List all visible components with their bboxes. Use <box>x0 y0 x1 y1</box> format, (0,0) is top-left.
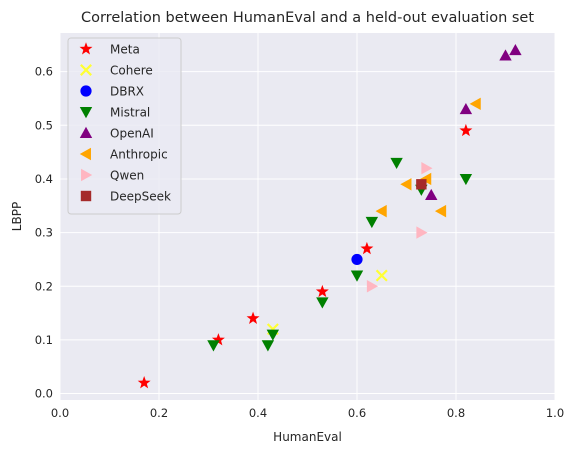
y-tick-label: 0.3 <box>35 226 53 240</box>
legend-label: Meta <box>110 43 140 57</box>
legend-marker <box>79 147 91 161</box>
x-tick-label: 0.4 <box>249 406 267 420</box>
legend-item: Meta <box>79 42 140 57</box>
data-point <box>459 102 473 115</box>
data-point <box>315 284 329 298</box>
y-tick-label: 0.6 <box>35 65 53 79</box>
data-point <box>365 216 379 229</box>
data-point <box>469 97 481 111</box>
grid <box>59 33 556 400</box>
x-tick-label: 1.0 <box>546 406 564 420</box>
data-point <box>350 270 364 282</box>
data-point <box>459 123 473 137</box>
data-point <box>390 157 403 170</box>
data-points <box>137 43 522 389</box>
chart-title: Correlation between HumanEval and a held… <box>81 10 534 26</box>
y-tick-label: 0.5 <box>35 118 53 132</box>
legend-label: Qwen <box>110 169 144 183</box>
data-point <box>434 204 447 218</box>
x-tick-label: 0.0 <box>51 406 69 420</box>
data-point <box>316 297 329 309</box>
data-point <box>375 204 387 218</box>
x-axis-ticks: 0.0 0.2 0.4 0.6 0.8 1.0 <box>51 406 564 420</box>
series-meta <box>137 123 473 389</box>
data-point <box>375 269 388 282</box>
legend-marker <box>81 168 93 182</box>
data-point <box>420 172 432 186</box>
series-openai <box>425 43 522 200</box>
series-deepseek <box>416 179 427 190</box>
legend-marker <box>79 42 93 55</box>
legend-marker <box>80 64 92 76</box>
legend-item: Anthropic <box>79 147 168 162</box>
data-point <box>207 340 220 352</box>
legend-marker <box>80 190 92 202</box>
data-point <box>266 329 280 341</box>
data-point <box>351 253 363 266</box>
x-tick-label: 0.8 <box>447 406 465 420</box>
data-point <box>261 340 275 352</box>
legend-item: DBRX <box>80 85 144 99</box>
y-tick-label: 0.2 <box>35 279 53 293</box>
data-point <box>211 333 225 346</box>
legend-item: OpenAI <box>79 126 154 141</box>
legend-label: DeepSeek <box>110 190 171 204</box>
legend-label: DBRX <box>110 85 144 99</box>
x-axis-label: HumanEval <box>273 430 342 444</box>
legend-box <box>67 37 182 215</box>
series-mistral <box>207 157 473 352</box>
legend-item: Mistral <box>79 106 150 120</box>
data-point <box>400 178 412 191</box>
legend-item: Cohere <box>80 64 153 78</box>
legend-label: Anthropic <box>110 148 168 162</box>
data-point <box>425 188 438 200</box>
data-point <box>360 241 374 255</box>
legend-label: Cohere <box>110 64 153 78</box>
legend-marker <box>79 107 93 119</box>
series-qwen <box>366 162 433 293</box>
data-point <box>246 311 260 324</box>
y-axis-ticks: 0.0 0.1 0.2 0.3 0.4 0.5 0.6 <box>35 65 53 401</box>
x-tick-label: 0.2 <box>150 406 168 420</box>
data-point <box>421 162 433 175</box>
data-point <box>137 376 151 389</box>
legend-item: DeepSeek <box>80 190 171 204</box>
series-anthropic <box>375 97 481 218</box>
legend-label: OpenAI <box>110 127 154 141</box>
legend-item: Qwen <box>81 169 144 183</box>
data-point <box>366 280 379 293</box>
legend-label: Mistral <box>110 106 150 120</box>
data-point <box>459 173 473 186</box>
legend-marker <box>80 85 92 97</box>
x-tick-label: 0.6 <box>348 406 366 420</box>
data-point <box>509 43 522 56</box>
series-dbrx <box>351 253 363 266</box>
data-point <box>416 226 428 239</box>
data-point <box>416 179 427 190</box>
legend-marker <box>79 126 93 138</box>
y-tick-label: 0.4 <box>35 172 53 186</box>
data-point <box>499 49 512 61</box>
y-axis-label: LBPP <box>10 202 24 231</box>
y-tick-label: 0.0 <box>35 387 53 401</box>
y-tick-label: 0.1 <box>35 333 53 347</box>
legend: Meta Cohere DBRX Mistral OpenAI Anthropic Qwen… <box>67 37 182 215</box>
